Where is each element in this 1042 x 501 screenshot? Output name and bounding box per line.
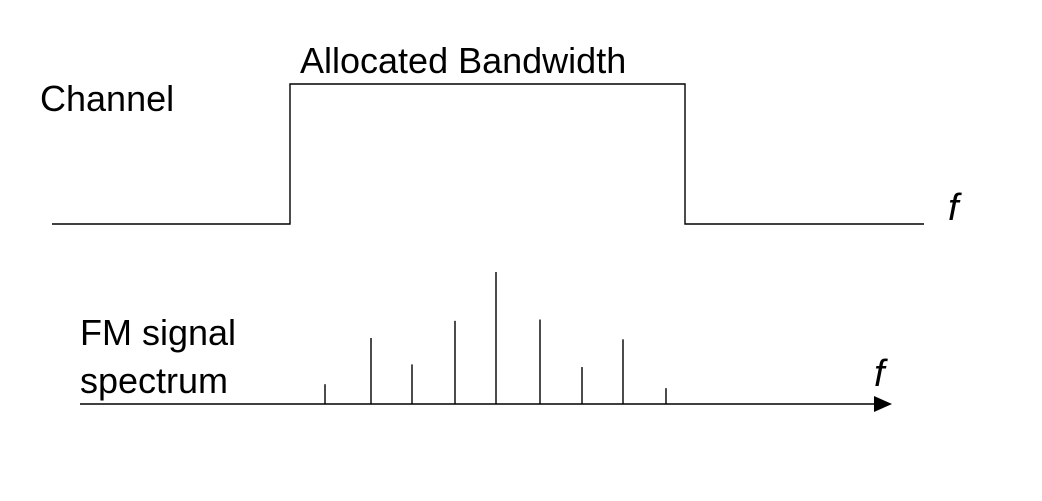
channel-label: Channel bbox=[40, 78, 175, 119]
spectrum-frequency-symbol: f bbox=[874, 353, 885, 395]
channel-passband-outline bbox=[52, 83, 924, 225]
spectral-lines-group bbox=[324, 272, 667, 404]
channel-frequency-symbol: f bbox=[948, 187, 959, 229]
frequency-axis-arrowhead bbox=[874, 396, 892, 412]
allocated-bandwidth-label: Allocated Bandwidth bbox=[300, 40, 627, 81]
fm-signal-label-line1: FM signal bbox=[80, 312, 237, 353]
fm-signal-label-line2: spectrum bbox=[80, 360, 229, 401]
